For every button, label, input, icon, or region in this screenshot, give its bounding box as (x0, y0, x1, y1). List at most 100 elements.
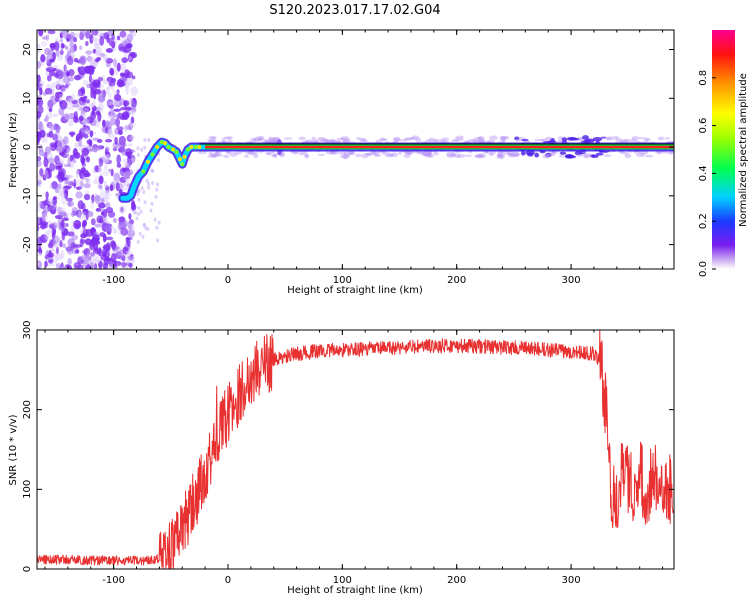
heatmap-cell (127, 143, 133, 147)
heatmap-cell (94, 223, 102, 228)
heatmap-cell (518, 136, 525, 140)
heatmap-cell (129, 135, 136, 141)
spectral-track-halo (118, 137, 674, 203)
heatmap-cell (106, 86, 110, 96)
heatmap-cell (324, 139, 331, 143)
heatmap-cell (47, 157, 55, 164)
heatmap-cell (412, 135, 420, 140)
heatmap-cell (361, 153, 369, 159)
heatmap-cell (124, 80, 130, 89)
heatmap-cell (146, 227, 150, 232)
heatmap-cell (57, 207, 66, 212)
heatmap-cell (292, 150, 299, 155)
heatmap-cell (61, 86, 68, 93)
heatmap-cell (98, 175, 104, 185)
heatmap-cell (60, 84, 66, 92)
y-tick-label: -20 (22, 236, 33, 252)
heatmap-cell (497, 151, 504, 157)
heatmap-cell (577, 137, 584, 141)
heatmap-cell (102, 92, 106, 99)
colorbar-tick-label: 0.4 (698, 165, 709, 181)
heatmap-cell (113, 108, 121, 112)
heatmap-cell (37, 98, 44, 107)
heatmap-cell (98, 158, 104, 167)
heatmap-cell (82, 219, 88, 227)
heatmap-cell (424, 154, 433, 158)
heatmap-cell (39, 200, 47, 210)
heatmap-cell (108, 37, 113, 47)
heatmap-cell (415, 137, 422, 143)
heatmap-cell (521, 138, 529, 142)
spectrogram-heatmap (37, 30, 674, 269)
heatmap-cell (48, 123, 53, 131)
heatmap-cell (643, 137, 649, 143)
heatmap-cell (49, 183, 53, 190)
heatmap-cell (62, 30, 68, 39)
heatmap-cell (79, 30, 87, 38)
heatmap-cell (455, 135, 465, 140)
heatmap-cell (56, 80, 60, 90)
heatmap-cell (221, 137, 227, 142)
spectral-peak-dot (197, 145, 202, 150)
heatmap-cell (55, 83, 62, 90)
heatmap-cell (49, 124, 57, 131)
heatmap-cell (86, 116, 94, 124)
heatmap-cell (65, 95, 73, 102)
heatmap-cell (116, 155, 120, 165)
heatmap-cell (90, 87, 94, 94)
spectral-peak-dot (180, 162, 185, 167)
heatmap-cell (264, 140, 275, 143)
heatmap-cell (435, 139, 446, 144)
heatmap-cell (100, 211, 105, 216)
heatmap-cell (38, 149, 45, 157)
heatmap-cell (472, 138, 477, 143)
heatmap-cell (77, 66, 81, 73)
heatmap-cell (582, 135, 589, 140)
heatmap-cell (103, 79, 109, 85)
heatmap-cell (576, 153, 584, 157)
heatmap-cell (61, 217, 70, 222)
heatmap-cell (122, 111, 130, 120)
heatmap-cell (44, 230, 50, 241)
heatmap-cell (50, 222, 58, 230)
heatmap-cell (37, 243, 42, 253)
spectral-peak-dot (145, 159, 150, 164)
spectral-peak-dot (155, 145, 160, 150)
spectral-peak-dot (141, 169, 146, 174)
heatmap-cell (138, 231, 142, 236)
heatmap-cell (80, 233, 87, 239)
heatmap-cell (86, 55, 93, 62)
heatmap-cell (55, 243, 60, 249)
heatmap-cell (387, 153, 395, 157)
heatmap-cell (346, 139, 352, 144)
heatmap-cell (119, 46, 127, 51)
heatmap-cell (70, 93, 76, 102)
heatmap-cell (365, 152, 373, 156)
heatmap-cell (82, 79, 89, 86)
heatmap-cell (559, 154, 564, 158)
heatmap-cell (569, 137, 580, 141)
heatmap-cell (128, 122, 133, 131)
x-tick-label: 200 (447, 575, 466, 586)
heatmap-cell (119, 30, 127, 38)
heatmap-cell (453, 137, 464, 142)
heatmap-cell (631, 136, 640, 141)
heatmap-cell (87, 65, 95, 74)
heatmap-cell (550, 152, 556, 157)
spectrogram-xlabel: Height of straight line (km) (287, 285, 423, 296)
heatmap-cell (197, 151, 207, 155)
heatmap-cell (48, 58, 55, 63)
heatmap-cell (59, 100, 68, 110)
heatmap-cell (79, 55, 87, 66)
heatmap-cell (539, 138, 546, 142)
heatmap-cell (326, 139, 334, 142)
heatmap-cell (97, 184, 103, 190)
heatmap-cell (69, 154, 74, 162)
heatmap-cell (106, 34, 110, 44)
heatmap-cell (478, 153, 487, 158)
heatmap-cell (425, 152, 434, 156)
heatmap-cell (37, 200, 43, 206)
heatmap-cell (108, 93, 112, 99)
